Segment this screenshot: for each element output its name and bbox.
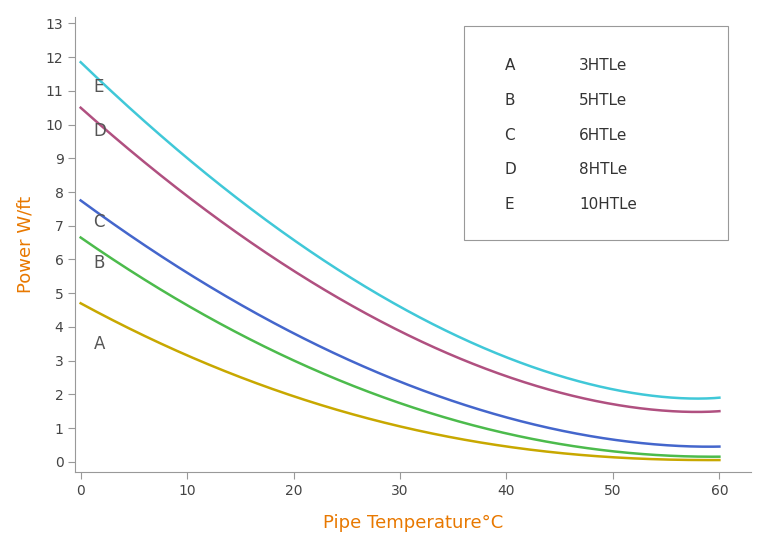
Text: B: B [505,93,515,108]
Text: 5HTLe: 5HTLe [579,93,627,108]
Text: 3HTLe: 3HTLe [579,58,627,74]
Text: D: D [505,162,516,177]
Text: C: C [505,127,515,143]
X-axis label: Pipe Temperature°C: Pipe Temperature°C [323,514,504,533]
Text: C: C [94,214,105,231]
Text: E: E [94,79,104,97]
Text: E: E [505,197,515,212]
FancyBboxPatch shape [464,26,727,240]
Y-axis label: Power W/ft: Power W/ft [17,195,35,293]
Text: 8HTLe: 8HTLe [579,162,627,177]
Text: A: A [94,335,104,352]
Text: D: D [94,122,106,141]
Text: A: A [505,58,515,74]
Text: 10HTLe: 10HTLe [579,197,637,212]
Text: B: B [94,254,104,272]
Text: 6HTLe: 6HTLe [579,127,627,143]
